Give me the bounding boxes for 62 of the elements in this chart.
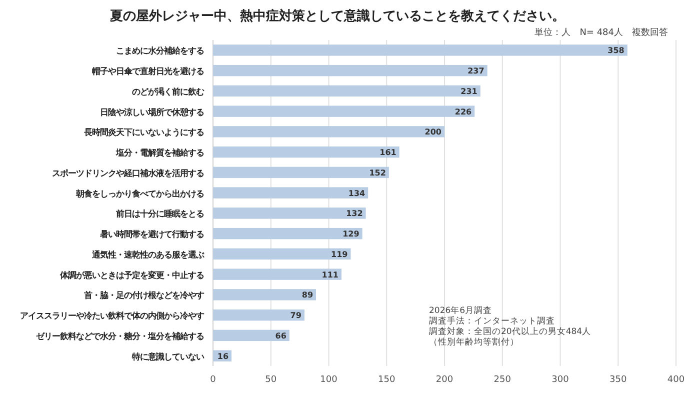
data-label: 111	[322, 270, 339, 280]
data-label: 237	[468, 66, 484, 76]
annotation: （性別年齢均等割付）	[429, 336, 519, 348]
x-tick-label: 150	[378, 375, 396, 385]
y-tick-label: アイススラリーや冷たい飲料で体の内側から冷やす	[20, 310, 204, 321]
bar	[213, 106, 475, 117]
bar	[213, 146, 400, 158]
y-tick-label: ゼリー飲料などで水分・糖分・塩分を補給する	[36, 330, 204, 341]
bar	[213, 228, 362, 240]
y-tick-label: 暑い時間帯を避けて行動する	[99, 229, 204, 240]
y-tick-label: 朝食をしっかり食べてから出かける	[75, 188, 204, 198]
data-label: 358	[608, 46, 625, 56]
y-tick-label: 通気性・速乾性のある服を選ぶ	[91, 249, 204, 260]
chart-title: 夏の屋外レジャー中、熱中症対策として意識していることを教えてください。	[109, 8, 565, 24]
bar	[213, 330, 290, 342]
data-label: 161	[380, 148, 397, 158]
bar	[213, 166, 389, 178]
data-label: 129	[342, 230, 360, 239]
bar	[213, 268, 342, 280]
data-label: 226	[454, 107, 472, 116]
data-label: 16	[217, 352, 229, 361]
annotation: 2026年6月調査	[429, 305, 492, 316]
y-tick-label: 体調が悪いときは予定を変更・中止する	[59, 270, 204, 280]
x-tick-label: 400	[667, 375, 685, 385]
data-label: 231	[460, 86, 478, 96]
data-label: 134	[348, 188, 366, 198]
bar	[213, 44, 628, 56]
bar	[213, 187, 368, 198]
y-tick-label: 首・脇・足の付け根などを冷やす	[83, 290, 204, 300]
x-tick-label: 0	[210, 375, 216, 385]
bar	[213, 248, 351, 260]
y-tick-label: 長時間炎天下にいないようにする	[83, 127, 204, 138]
bar	[213, 126, 444, 138]
y-tick-label: 塩分・電解質を補給する	[115, 148, 204, 158]
data-label: 132	[346, 209, 363, 218]
data-label: 66	[275, 331, 287, 340]
x-tick-label: 250	[494, 375, 512, 385]
bar	[213, 309, 304, 321]
data-label: 119	[331, 250, 348, 259]
x-tick-label: 200	[436, 375, 454, 385]
x-tick-label: 350	[610, 375, 627, 385]
y-tick-label: スポーツドリンクや経口補水液を活用する	[52, 168, 204, 178]
data-label: 200	[424, 128, 442, 137]
data-label: 79	[290, 311, 302, 320]
x-tick-label: 50	[265, 375, 277, 385]
bar	[213, 85, 480, 97]
bar	[213, 64, 488, 76]
bar	[213, 208, 366, 219]
y-tick-label: こまめに水分補給をする	[116, 46, 204, 56]
y-tick-label: 帽子や日傘で直射日光を避ける	[92, 66, 204, 76]
data-label: 152	[369, 168, 386, 178]
annotation: 調査対象：全国の20代以上の男女484人	[429, 326, 592, 337]
x-tick-label: 100	[320, 375, 338, 385]
x-tick-label: 300	[552, 375, 570, 385]
y-tick-label: のどが渇く前に飲む	[132, 86, 204, 96]
data-label: 89	[302, 290, 314, 300]
y-tick-label: 前日は十分に睡眠をとる	[115, 208, 204, 219]
chart-subtitle: 単位：人 N= 484人 複数回答	[534, 27, 668, 38]
annotation: 調査手法：インターネット調査	[429, 316, 555, 326]
y-tick-label: 特に意識していない	[131, 351, 204, 362]
bar	[213, 289, 316, 300]
y-tick-label: 日陰や涼しい場所で休憩する	[100, 106, 204, 117]
